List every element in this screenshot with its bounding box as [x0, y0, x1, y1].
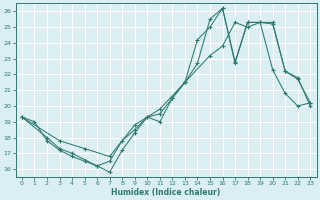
X-axis label: Humidex (Indice chaleur): Humidex (Indice chaleur)	[111, 188, 221, 197]
